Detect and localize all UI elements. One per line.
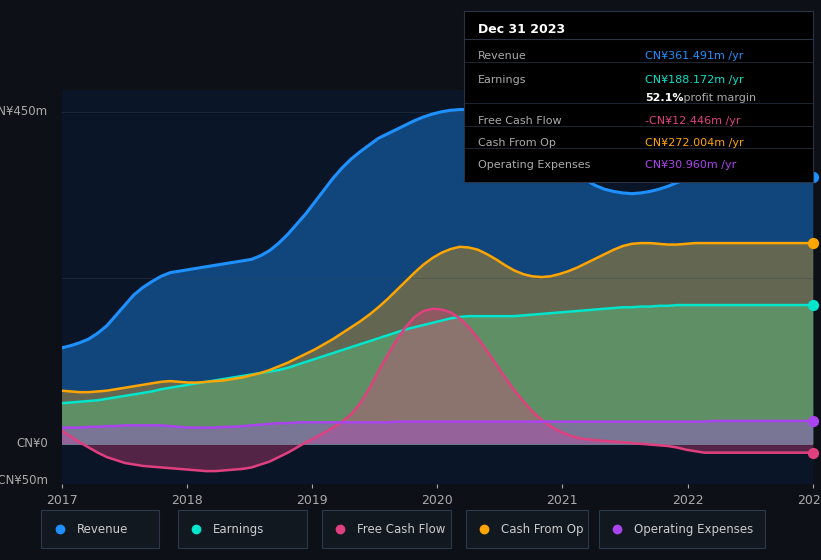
Point [806, 301, 819, 310]
Text: Free Cash Flow: Free Cash Flow [357, 522, 446, 536]
Point [806, 417, 819, 426]
Text: CN¥188.172m /yr: CN¥188.172m /yr [645, 74, 744, 85]
FancyBboxPatch shape [178, 510, 307, 548]
Text: Revenue: Revenue [76, 522, 128, 536]
Text: 52.1%: 52.1% [645, 94, 684, 103]
Text: profit margin: profit margin [680, 94, 756, 103]
Text: Free Cash Flow: Free Cash Flow [478, 115, 562, 125]
Point [806, 239, 819, 248]
Text: Revenue: Revenue [478, 50, 526, 60]
Text: CN¥450m: CN¥450m [0, 105, 48, 118]
Text: -CN¥12.446m /yr: -CN¥12.446m /yr [645, 115, 741, 125]
Text: Earnings: Earnings [478, 74, 526, 85]
FancyBboxPatch shape [41, 510, 159, 548]
Text: CN¥0: CN¥0 [16, 437, 48, 450]
Point [806, 173, 819, 182]
Text: Dec 31 2023: Dec 31 2023 [478, 23, 565, 36]
Text: Cash From Op: Cash From Op [502, 522, 584, 536]
Text: CN¥30.960m /yr: CN¥30.960m /yr [645, 160, 736, 170]
FancyBboxPatch shape [599, 510, 765, 548]
Text: Earnings: Earnings [213, 522, 264, 536]
Text: Operating Expenses: Operating Expenses [635, 522, 754, 536]
Text: CN¥272.004m /yr: CN¥272.004m /yr [645, 138, 744, 148]
Text: CN¥361.491m /yr: CN¥361.491m /yr [645, 50, 744, 60]
Text: Cash From Op: Cash From Op [478, 138, 556, 148]
Text: -CN¥50m: -CN¥50m [0, 474, 48, 487]
Text: Operating Expenses: Operating Expenses [478, 160, 590, 170]
Point [806, 448, 819, 457]
FancyBboxPatch shape [466, 510, 588, 548]
FancyBboxPatch shape [322, 510, 452, 548]
